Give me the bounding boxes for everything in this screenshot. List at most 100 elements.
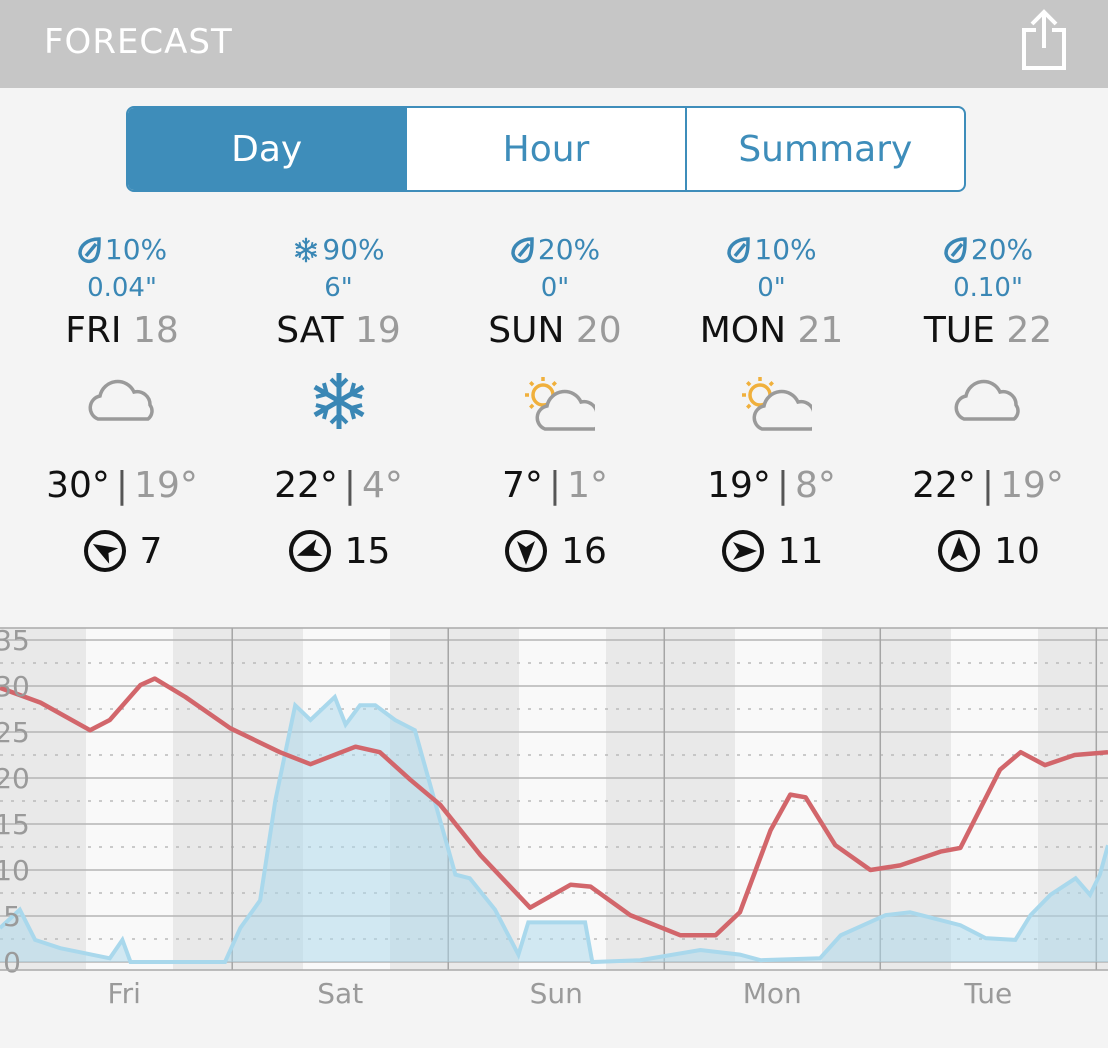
icon-part bbox=[92, 544, 118, 564]
weather-icon-snow bbox=[313, 373, 364, 429]
day-date: 22 bbox=[1006, 310, 1053, 351]
icon-part bbox=[954, 379, 1020, 421]
weather-icon-partly-sunny bbox=[525, 377, 595, 431]
temperatures: 19° | 8° bbox=[664, 446, 880, 526]
day-name: MON bbox=[699, 310, 787, 351]
wind-speed: 16 bbox=[561, 530, 607, 572]
day-date: 19 bbox=[354, 310, 401, 351]
day-name: TUE bbox=[923, 310, 995, 351]
x-tick-label: Sun bbox=[530, 977, 583, 1010]
precip-icon-drop bbox=[511, 237, 534, 264]
wind-icon bbox=[505, 530, 548, 572]
day-name: FRI bbox=[65, 310, 122, 351]
icon-part bbox=[938, 530, 981, 572]
precip-row: 10% bbox=[14, 230, 230, 270]
icon-part bbox=[517, 541, 536, 565]
segmented-control: Day Hour Summary bbox=[126, 106, 966, 192]
precip-icon-drop bbox=[78, 237, 101, 264]
day-column: 10% 0" MON 21 19° | 8° 11 bbox=[664, 230, 880, 576]
day-name: SUN bbox=[488, 310, 565, 351]
temperature-line bbox=[0, 676, 1108, 938]
wind-icon bbox=[83, 530, 126, 572]
share-box bbox=[1022, 28, 1066, 70]
precip-icon-snow bbox=[295, 237, 318, 263]
wind-speed: 15 bbox=[344, 530, 391, 572]
share-button[interactable] bbox=[1018, 8, 1070, 72]
wind-icon bbox=[938, 530, 981, 572]
high-temp: 22° bbox=[912, 465, 976, 506]
wind-row: 10 bbox=[880, 526, 1096, 576]
icon-part bbox=[752, 389, 812, 431]
temperatures: 30° | 19° bbox=[14, 446, 230, 526]
precip-icon-drop bbox=[944, 237, 967, 264]
header-title: FORECAST bbox=[44, 22, 233, 62]
day-heading: MON 21 bbox=[664, 306, 880, 356]
share-arrow bbox=[1030, 9, 1058, 48]
night-stripe bbox=[606, 628, 735, 970]
temperatures: 7° | 1° bbox=[447, 446, 663, 526]
weather-icon bbox=[664, 356, 880, 446]
icon-part bbox=[551, 381, 557, 387]
separator: | bbox=[343, 465, 357, 506]
weather-icon-cloud bbox=[954, 379, 1020, 421]
icon-part bbox=[511, 237, 534, 264]
icon-part bbox=[88, 379, 154, 421]
precip-area bbox=[0, 697, 1108, 962]
weather-icon bbox=[447, 356, 663, 446]
icon-part bbox=[78, 237, 101, 264]
day-heading: TUE 22 bbox=[880, 306, 1096, 356]
day-name: SAT bbox=[276, 310, 344, 351]
y-tick-label: 5 bbox=[3, 900, 21, 933]
tab[interactable]: Day bbox=[128, 108, 406, 190]
icon-part bbox=[535, 389, 595, 431]
wind-speed: 11 bbox=[777, 530, 824, 572]
icon-part bbox=[333, 396, 344, 406]
x-tick-label: Tue bbox=[963, 977, 1012, 1010]
night-stripe bbox=[1038, 628, 1108, 970]
precip-amount: 0" bbox=[757, 273, 786, 303]
wind-row: 15 bbox=[231, 526, 447, 576]
day-heading: SUN 20 bbox=[447, 306, 663, 356]
low-temp: 1° bbox=[567, 465, 608, 506]
temperatures: 22° | 19° bbox=[880, 446, 1096, 526]
icon-part bbox=[296, 241, 317, 259]
weather-icon bbox=[14, 356, 230, 446]
icon-part bbox=[950, 537, 969, 561]
icon-part bbox=[745, 381, 751, 387]
icon-part bbox=[296, 539, 323, 557]
precip-row: 90% bbox=[231, 230, 447, 270]
precip-icon-drop bbox=[727, 237, 751, 264]
icon-part bbox=[721, 530, 764, 572]
night-stripe bbox=[822, 628, 951, 970]
icon-part bbox=[302, 239, 311, 261]
tab[interactable]: Hour bbox=[405, 108, 684, 190]
night-stripe bbox=[0, 628, 86, 970]
day-date: 18 bbox=[132, 310, 179, 351]
tab[interactable]: Summary bbox=[684, 108, 964, 190]
high-temp: 22° bbox=[274, 465, 338, 506]
day-column: 20% 0.10" TUE 22 22° | 19° 10 bbox=[880, 230, 1096, 576]
wind-speed: 7 bbox=[139, 530, 163, 572]
header-bar: FORECAST bbox=[0, 0, 1108, 88]
y-tick-label: 0 bbox=[3, 946, 21, 979]
x-tick-label: Mon bbox=[743, 977, 802, 1010]
wind-row: 7 bbox=[14, 526, 230, 576]
icon-part bbox=[745, 403, 751, 409]
icon-part bbox=[288, 530, 331, 572]
icon-part bbox=[83, 530, 126, 572]
weather-icon bbox=[880, 356, 1096, 446]
low-temp: 19° bbox=[134, 465, 198, 506]
y-tick-label: 30 bbox=[0, 670, 30, 703]
precip-row: 10% bbox=[664, 230, 880, 270]
precip-chance: 10% bbox=[104, 233, 168, 266]
x-tick-label: Sat bbox=[317, 977, 363, 1010]
x-tick-label: Fri bbox=[108, 977, 141, 1010]
low-temp: 8° bbox=[795, 465, 836, 506]
day-date: 20 bbox=[575, 310, 622, 351]
day-heading: SAT 19 bbox=[231, 306, 447, 356]
night-stripe bbox=[390, 628, 519, 970]
precip-chance: 90% bbox=[322, 233, 385, 266]
precip-amount: 0.04" bbox=[87, 273, 157, 303]
wind-icon bbox=[288, 530, 331, 572]
